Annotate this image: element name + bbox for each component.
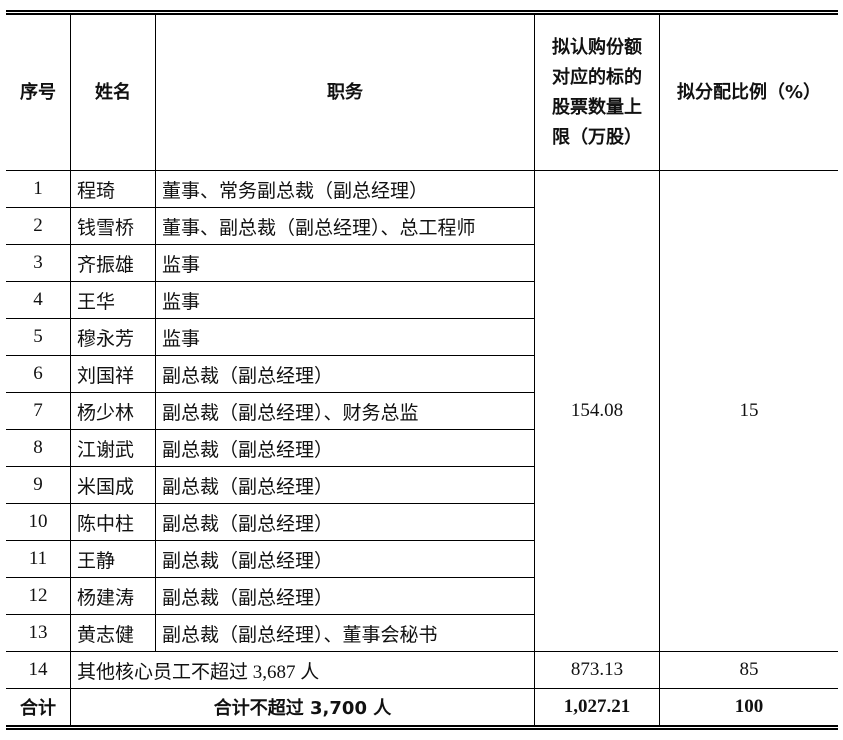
- row-no: 11: [6, 540, 71, 578]
- row-position: 副总裁（副总经理）: [155, 577, 535, 615]
- row-position: 副总裁（副总经理）: [155, 540, 535, 578]
- row-name: 齐振雄: [70, 244, 156, 282]
- header-row: 序号 姓名 职务 拟认购份额对应的标的股票数量上限（万股） 拟分配比例（%）: [6, 12, 838, 171]
- row-no: 10: [6, 503, 71, 541]
- group-ratio: 15: [659, 170, 838, 652]
- row-position: 监事: [155, 244, 535, 282]
- table-row: 5 穆永芳 监事: [6, 318, 838, 356]
- other-shares: 873.13: [534, 651, 660, 689]
- row-no: 1: [6, 170, 71, 208]
- other-row: 14 其他核心员工不超过 3,687 人 873.13 85: [6, 651, 838, 689]
- row-position: 监事: [155, 318, 535, 356]
- table-row: 10 陈中柱 副总裁（副总经理）: [6, 503, 838, 541]
- row-no: 2: [6, 207, 71, 245]
- row-name: 穆永芳: [70, 318, 156, 356]
- row-name: 黄志健: [70, 614, 156, 652]
- row-position: 监事: [155, 281, 535, 319]
- row-name: 王华: [70, 281, 156, 319]
- header-name: 姓名: [70, 12, 156, 171]
- other-desc: 其他核心员工不超过 3,687 人: [70, 651, 535, 689]
- row-name: 米国成: [70, 466, 156, 504]
- row-name: 江谢武: [70, 429, 156, 467]
- row-name: 陈中柱: [70, 503, 156, 541]
- table-row: 9 米国成 副总裁（副总经理）: [6, 466, 838, 504]
- row-position: 副总裁（副总经理）: [155, 429, 535, 467]
- other-no: 14: [6, 651, 71, 689]
- row-no: 9: [6, 466, 71, 504]
- row-name: 杨建涛: [70, 577, 156, 615]
- row-name: 程琦: [70, 170, 156, 208]
- group-shares: 154.08: [534, 170, 660, 652]
- row-no: 6: [6, 355, 71, 393]
- row-no: 4: [6, 281, 71, 319]
- row-no: 12: [6, 577, 71, 615]
- table-row: 6 刘国祥 副总裁（副总经理）: [6, 355, 838, 393]
- total-shares: 1,027.21: [534, 688, 660, 728]
- row-position: 副总裁（副总经理）: [155, 503, 535, 541]
- row-no: 5: [6, 318, 71, 356]
- row-name: 钱雪桥: [70, 207, 156, 245]
- table-row: 1 程琦 董事、常务副总裁（副总经理） 154.08 15: [6, 170, 838, 652]
- row-name: 杨少林: [70, 392, 156, 430]
- row-position: 董事、副总裁（副总经理）、总工程师: [155, 207, 535, 245]
- row-no: 13: [6, 614, 71, 652]
- row-name: 刘国祥: [70, 355, 156, 393]
- header-ratio: 拟分配比例（%）: [659, 12, 838, 171]
- header-no: 序号: [6, 12, 71, 171]
- table-row: 12 杨建涛 副总裁（副总经理）: [6, 577, 838, 615]
- row-position: 董事、常务副总裁（副总经理）: [155, 170, 535, 208]
- row-position: 副总裁（副总经理）、财务总监: [155, 392, 535, 430]
- row-no: 7: [6, 392, 71, 430]
- row-no: 8: [6, 429, 71, 467]
- row-position: 副总裁（副总经理）: [155, 355, 535, 393]
- row-position: 副总裁（副总经理）、董事会秘书: [155, 614, 535, 652]
- total-desc: 合计不超过 3,700 人: [70, 688, 535, 728]
- table-row: 3 齐振雄 监事: [6, 244, 838, 282]
- allocation-table: 序号 姓名 职务 拟认购份额对应的标的股票数量上限（万股） 拟分配比例（%） 1…: [6, 10, 838, 730]
- table-row: 13 黄志健 副总裁（副总经理）、董事会秘书: [6, 614, 838, 652]
- total-row: 合计 合计不超过 3,700 人 1,027.21 100: [6, 688, 838, 728]
- header-position: 职务: [155, 12, 535, 171]
- row-position: 副总裁（副总经理）: [155, 466, 535, 504]
- header-shares: 拟认购份额对应的标的股票数量上限（万股）: [534, 12, 660, 171]
- table-row: 7 杨少林 副总裁（副总经理）、财务总监: [6, 392, 838, 430]
- table-row: 11 王静 副总裁（副总经理）: [6, 540, 838, 578]
- row-name: 王静: [70, 540, 156, 578]
- table-row: 4 王华 监事: [6, 281, 838, 319]
- total-ratio: 100: [659, 688, 838, 728]
- table-row: 8 江谢武 副总裁（副总经理）: [6, 429, 838, 467]
- row-no: 3: [6, 244, 71, 282]
- other-ratio: 85: [659, 651, 838, 689]
- total-label: 合计: [6, 688, 71, 728]
